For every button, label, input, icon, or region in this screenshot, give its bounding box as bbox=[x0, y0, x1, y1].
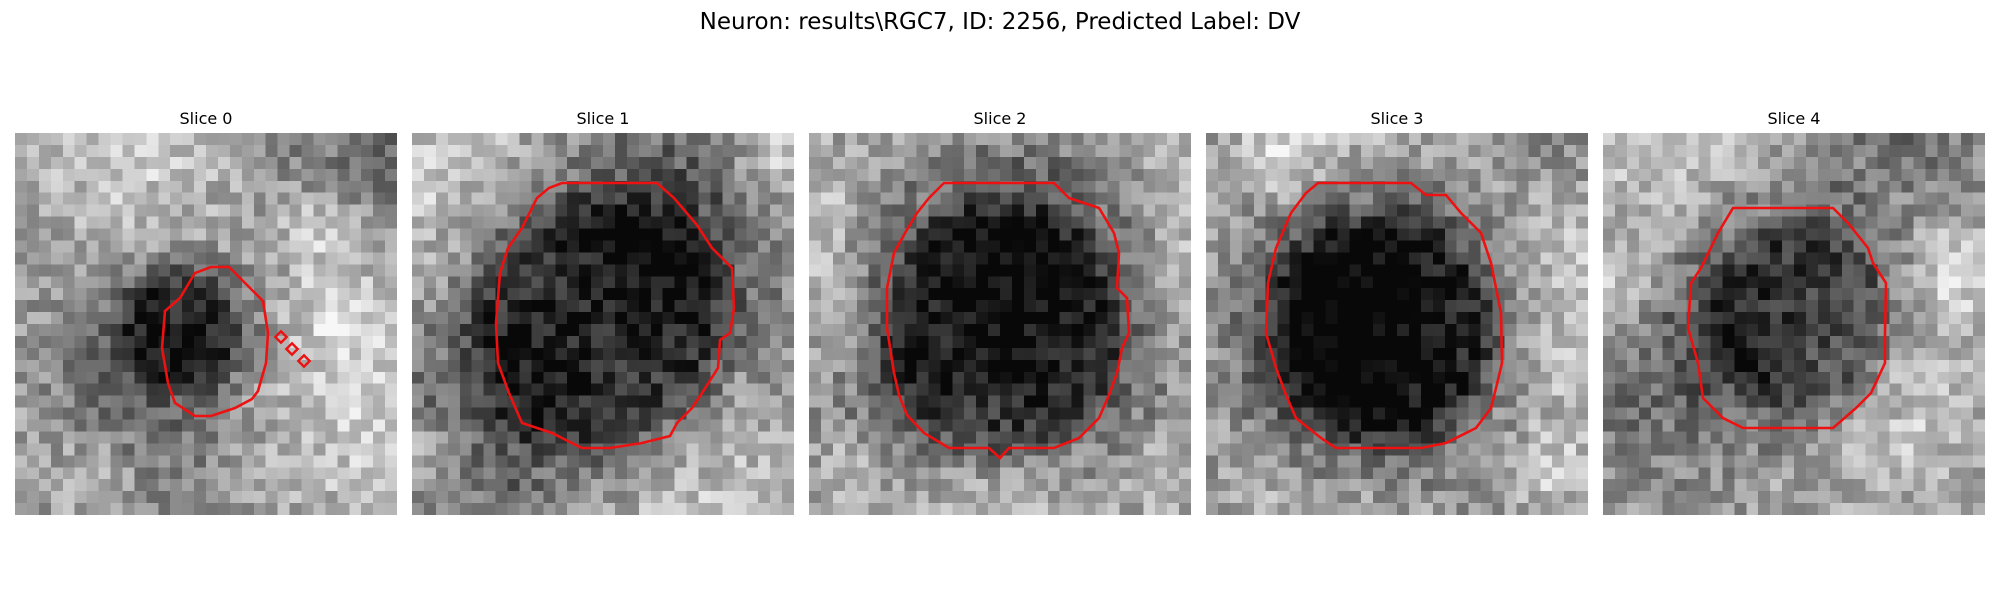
slice-1-image bbox=[412, 133, 794, 515]
slice-0-title: Slice 0 bbox=[179, 109, 233, 128]
slice-3-contour bbox=[1264, 181, 1504, 450]
slice-2-title: Slice 2 bbox=[973, 109, 1027, 128]
slice-1-title: Slice 1 bbox=[576, 109, 630, 128]
slice-0-contour-outline bbox=[160, 265, 270, 418]
slice-4-grayscale-image bbox=[1603, 133, 1985, 515]
slice-4-contour-outline bbox=[1686, 206, 1888, 430]
slice-0-image bbox=[15, 133, 397, 515]
slice-0-contour-fragment bbox=[273, 329, 289, 345]
slice-2-image bbox=[809, 133, 1191, 515]
slice-3-contour-outline bbox=[1264, 181, 1504, 450]
slice-2-contour bbox=[885, 181, 1131, 460]
slice-0-contour bbox=[160, 265, 312, 418]
slice-3-grayscale-image bbox=[1206, 133, 1588, 515]
slice-0-contour-fragment bbox=[284, 341, 300, 357]
slice-1-contour-outline bbox=[494, 181, 736, 450]
slice-4-title: Slice 4 bbox=[1767, 109, 1821, 128]
slice-4-contour bbox=[1686, 206, 1888, 430]
slice-4-image bbox=[1603, 133, 1985, 515]
slice-3-image bbox=[1206, 133, 1588, 515]
slice-2-contour-outline bbox=[885, 181, 1131, 460]
slice-0-contour-fragment bbox=[296, 353, 312, 369]
figure-title: Neuron: results\RGC7, ID: 2256, Predicte… bbox=[699, 9, 1301, 35]
slice-3-title: Slice 3 bbox=[1370, 109, 1424, 128]
slice-1-contour bbox=[494, 181, 736, 450]
slice-0-grayscale-image bbox=[15, 133, 397, 515]
